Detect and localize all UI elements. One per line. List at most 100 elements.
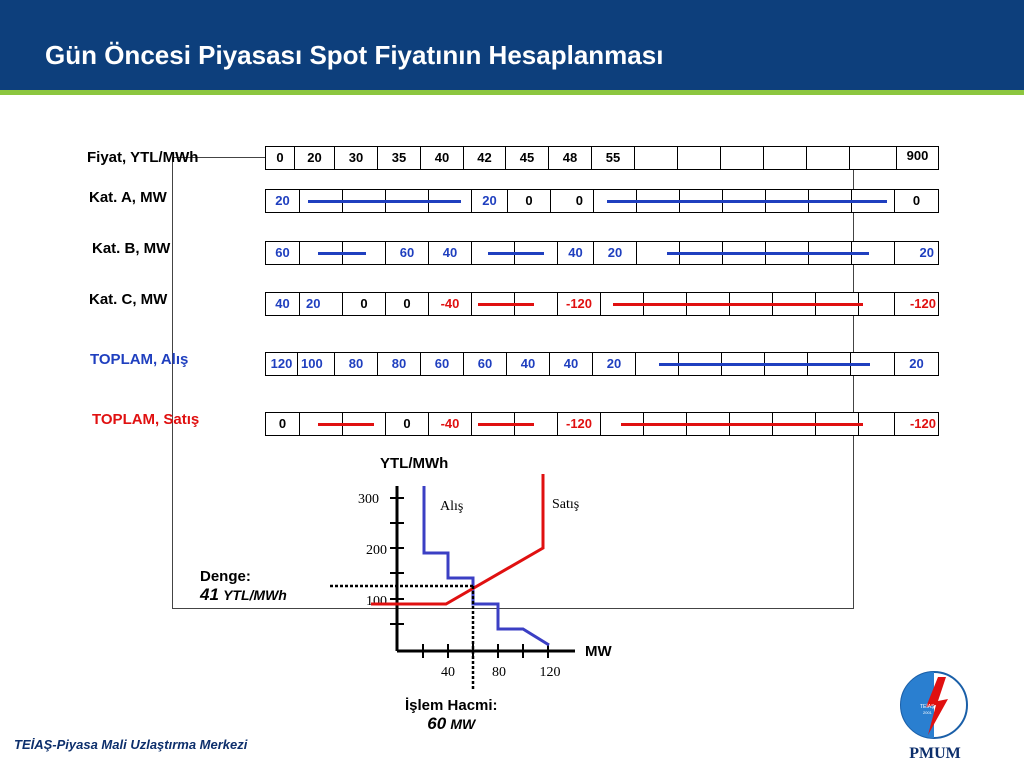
cell-toplam-satis: 0 xyxy=(386,413,429,435)
cell-toplam-alis: 120 xyxy=(266,353,298,375)
cell-toplam-satis xyxy=(859,413,895,435)
equilibrium-price-label: Denge: xyxy=(200,568,251,585)
logo-text: PMUM xyxy=(909,745,961,762)
cell-kat-b xyxy=(515,242,558,264)
x-tick-label: 120 xyxy=(540,665,561,680)
buy-curve-label: Alış xyxy=(440,499,463,514)
price-cell xyxy=(721,147,764,169)
y-axis-ticks xyxy=(390,497,404,625)
cell-toplam-alis: 40 xyxy=(550,353,593,375)
flat-line-segment xyxy=(607,200,887,203)
transaction-volume: İşlem Hacmi: 60 MW xyxy=(405,697,498,734)
row-toplam-satis: 0 0 -40 -120 -120 xyxy=(265,412,939,436)
flat-line-segment xyxy=(613,303,863,306)
price-cell xyxy=(678,147,721,169)
cell-toplam-alis: 80 xyxy=(378,353,421,375)
row-label-kat-a: Kat. A, MW xyxy=(89,189,167,206)
cell-kat-c xyxy=(515,293,558,315)
transaction-volume-value: 60 xyxy=(427,714,447,733)
footer-text: TEİAŞ-Piyasa Mali Uzlaştırma Merkezi xyxy=(14,737,248,752)
flat-line-segment xyxy=(488,252,544,255)
cell-kat-a xyxy=(852,190,895,212)
cell-kat-a: 0 xyxy=(912,193,921,208)
cell-kat-b: 20 xyxy=(594,242,637,264)
transaction-volume-label: İşlem Hacmi: xyxy=(405,697,498,714)
flat-line-segment xyxy=(478,303,534,306)
equilibrium-price: Denge: 41 YTL/MWh xyxy=(200,568,287,605)
flat-line-segment xyxy=(318,252,366,255)
flat-line-segment xyxy=(667,252,869,255)
cell-toplam-satis: -40 xyxy=(429,413,472,435)
cell-toplam-satis: -120 xyxy=(558,413,601,435)
equilibrium-price-unit: YTL/MWh xyxy=(223,587,287,603)
cell-toplam-alis: 80 xyxy=(335,353,378,375)
flat-line-segment xyxy=(318,423,374,426)
price-cell: 900 xyxy=(906,148,929,163)
y-tick-label: 100 xyxy=(366,594,387,609)
sell-curve-label: Satış xyxy=(552,497,579,512)
row-label-kat-c: Kat. C, MW xyxy=(89,291,168,308)
y-tick-label: 300 xyxy=(358,492,379,507)
logo-inner-year: 2001 xyxy=(923,710,933,715)
cell-toplam-alis xyxy=(851,353,895,375)
cell-kat-a xyxy=(429,190,472,212)
price-row: 0 20 30 35 40 42 45 48 55 900 xyxy=(265,146,939,170)
cell-kat-b: 40 xyxy=(558,242,594,264)
cell-kat-c xyxy=(859,293,895,315)
pmum-logo-icon: TEİAŞ 2001 PMUM xyxy=(900,671,968,762)
y-tick-label: 200 xyxy=(366,543,387,558)
cell-toplam-alis: 60 xyxy=(464,353,507,375)
x-axis-label: MW xyxy=(585,643,612,660)
price-cell xyxy=(635,147,678,169)
cell-toplam-satis xyxy=(343,413,386,435)
cell-kat-b: 60 xyxy=(266,242,300,264)
logo-inner-text: TEİAŞ xyxy=(920,703,935,710)
header-bar xyxy=(0,0,1024,90)
row-kat-c: 40 20 0 0 -40 -120 -120 xyxy=(265,292,939,316)
cell-kat-a: 20 xyxy=(266,190,300,212)
flat-line-segment xyxy=(308,200,461,203)
price-cell: 45 xyxy=(506,147,549,169)
header-accent-line xyxy=(0,90,1024,95)
cell-toplam-satis xyxy=(515,413,558,435)
row-label-toplam-satis: TOPLAM, Satış xyxy=(92,411,200,428)
row-kat-b: 60 60 40 40 20 20 xyxy=(265,241,939,265)
cell-kat-c: -120 xyxy=(558,293,601,315)
price-cell: 40 xyxy=(421,147,464,169)
flat-line-segment xyxy=(478,423,534,426)
cell-toplam-alis: 20 xyxy=(909,356,924,371)
x-tick-label: 80 xyxy=(492,665,506,680)
price-cell xyxy=(807,147,850,169)
row-kat-a: 20 20 0 0 0 xyxy=(265,189,939,213)
row-label-toplam-alis: TOPLAM, Alış xyxy=(90,351,189,368)
price-cell: 0 xyxy=(266,147,295,169)
price-row-label: Fiyat, YTL/MWh xyxy=(87,149,199,166)
transaction-volume-unit: MW xyxy=(450,716,476,732)
price-cell: 35 xyxy=(378,147,421,169)
cell-kat-c: -40 xyxy=(429,293,472,315)
cell-kat-c: 40 xyxy=(266,293,300,315)
cell-kat-b xyxy=(343,242,386,264)
price-cell: 30 xyxy=(335,147,378,169)
cell-kat-b: 60 xyxy=(386,242,429,264)
price-cell: 48 xyxy=(549,147,592,169)
cell-toplam-alis: 60 xyxy=(421,353,464,375)
y-axis-label: YTL/MWh xyxy=(380,455,448,472)
cell-toplam-satis: 0 xyxy=(266,413,300,435)
cell-toplam-alis: 20 xyxy=(593,353,636,375)
cell-toplam-alis: 40 xyxy=(507,353,550,375)
cell-kat-a: 20 xyxy=(472,190,508,212)
price-cell: 42 xyxy=(464,147,506,169)
cell-kat-c: 0 xyxy=(386,293,429,315)
price-cell xyxy=(850,147,897,169)
cell-kat-c: 20 xyxy=(300,293,343,315)
cell-kat-a: 0 xyxy=(551,190,594,212)
flat-line-segment xyxy=(659,363,870,366)
cell-kat-a: 0 xyxy=(508,190,551,212)
price-cell xyxy=(764,147,807,169)
cell-kat-b: 20 xyxy=(919,245,934,260)
cell-kat-c: -120 xyxy=(909,296,936,311)
page-title: Gün Öncesi Piyasası Spot Fiyatının Hesap… xyxy=(45,40,664,70)
x-tick-label: 40 xyxy=(441,665,455,680)
